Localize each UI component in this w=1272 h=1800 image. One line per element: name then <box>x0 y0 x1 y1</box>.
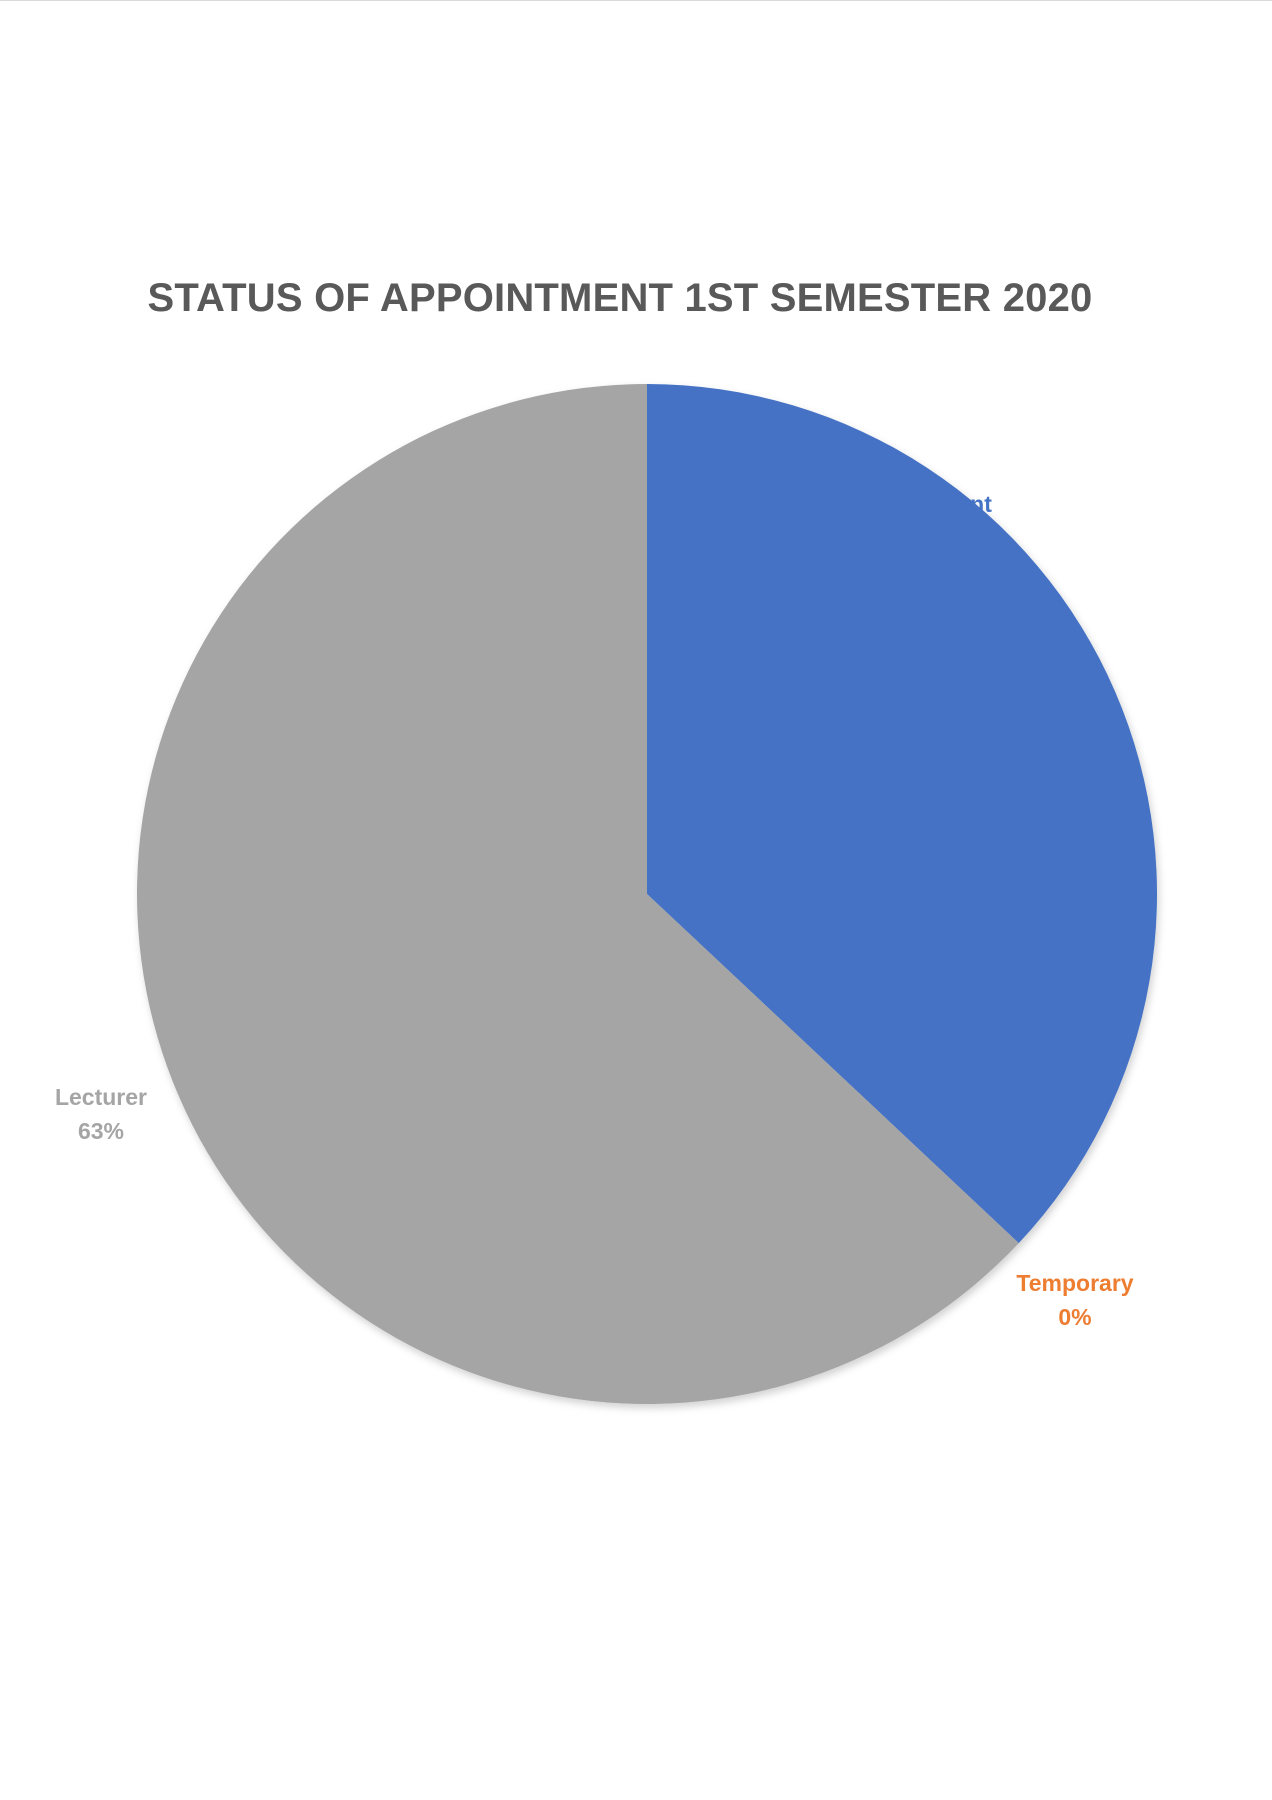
slice-label-name: nt <box>970 491 992 517</box>
pie-slice-permanent <box>647 384 1157 1244</box>
slice-label-value: 63% <box>78 1118 124 1144</box>
chart-title: STATUS OF APPOINTMENT 1ST SEMESTER 2020 <box>147 276 1093 320</box>
slice-label-value: 0% <box>1058 1304 1091 1330</box>
slice-label-name: Temporary <box>1016 1270 1133 1296</box>
top-border <box>0 0 1272 1</box>
slice-label-name: Lecturer <box>55 1084 147 1110</box>
pie-slice-lecturer <box>137 384 1019 1405</box>
